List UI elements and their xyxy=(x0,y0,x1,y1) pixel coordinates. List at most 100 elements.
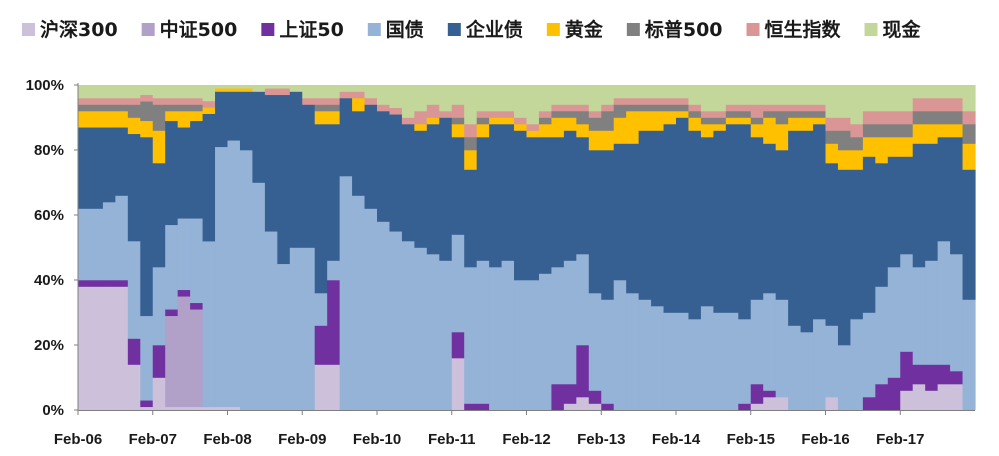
x-tick-label: Feb-09 xyxy=(278,431,326,448)
segment-4-29 xyxy=(439,117,453,261)
segment-8-36 xyxy=(526,85,540,125)
segment-3-18 xyxy=(302,247,316,411)
segment-3-29 xyxy=(439,260,453,411)
segment-2-65 xyxy=(887,377,901,411)
segment-4-11 xyxy=(215,91,229,148)
segment-4-57 xyxy=(788,130,802,326)
segment-7-38 xyxy=(551,104,565,112)
segment-7-60 xyxy=(825,117,839,131)
segment-8-13 xyxy=(239,85,254,89)
segment-5-44 xyxy=(626,111,640,144)
segment-6-6 xyxy=(152,104,166,131)
segment-3-25 xyxy=(389,231,403,411)
segment-3-41 xyxy=(588,293,602,391)
segment-7-23 xyxy=(364,98,378,105)
segment-3-22 xyxy=(352,195,366,411)
segment-8-35 xyxy=(514,85,528,118)
segment-4-63 xyxy=(862,156,876,313)
segment-8-1 xyxy=(90,85,104,99)
segment-2-53 xyxy=(738,403,752,411)
segment-7-16 xyxy=(277,88,291,96)
segment-3-40 xyxy=(576,254,590,346)
segment-6-57 xyxy=(788,111,802,118)
segment-3-5 xyxy=(140,315,154,401)
segment-3-68 xyxy=(925,260,939,365)
segment-8-28 xyxy=(426,85,440,105)
segment-2-0 xyxy=(78,280,92,287)
segment-5-48 xyxy=(676,111,690,118)
segment-4-58 xyxy=(800,130,814,333)
segment-8-25 xyxy=(389,85,403,109)
segment-5-3 xyxy=(115,111,129,128)
segment-8-68 xyxy=(925,85,939,99)
segment-8-55 xyxy=(763,85,777,105)
segment-4-59 xyxy=(813,124,827,320)
segment-7-39 xyxy=(563,104,577,112)
segment-2-40 xyxy=(576,345,590,398)
segment-4-70 xyxy=(950,137,964,255)
segment-4-48 xyxy=(676,117,690,313)
segment-3-28 xyxy=(426,254,440,411)
segment-4-30 xyxy=(451,137,465,235)
segment-6-49 xyxy=(688,111,702,118)
legend-swatch-4 xyxy=(447,23,461,36)
segment-3-23 xyxy=(364,208,378,411)
segment-4-66 xyxy=(900,156,914,255)
segment-0-69 xyxy=(937,384,951,411)
segment-8-58 xyxy=(800,85,814,105)
segment-5-57 xyxy=(788,117,802,131)
segment-0-10 xyxy=(202,406,216,411)
segment-6-63 xyxy=(862,124,876,138)
segment-3-0 xyxy=(78,208,92,281)
segment-8-44 xyxy=(626,85,640,99)
segment-8-43 xyxy=(613,85,627,99)
segment-0-4 xyxy=(127,364,141,411)
segment-6-59 xyxy=(813,111,827,118)
legend-label-0: 沪深300 xyxy=(40,18,118,41)
segment-8-66 xyxy=(900,85,914,112)
segment-8-34 xyxy=(501,85,515,112)
segment-5-66 xyxy=(900,137,914,157)
legend-swatch-2 xyxy=(261,23,275,36)
segment-3-3 xyxy=(115,195,129,281)
segment-8-70 xyxy=(950,85,964,99)
segment-7-46 xyxy=(651,98,665,105)
segment-6-30 xyxy=(451,117,465,125)
segment-4-65 xyxy=(887,156,901,268)
segment-0-55 xyxy=(763,397,777,411)
segment-5-30 xyxy=(451,124,465,138)
segment-8-11 xyxy=(215,85,229,89)
segment-6-9 xyxy=(190,104,204,112)
segment-4-28 xyxy=(426,124,440,255)
segment-7-52 xyxy=(725,104,739,112)
segment-2-42 xyxy=(601,403,615,411)
segment-3-64 xyxy=(875,286,889,385)
segment-4-1 xyxy=(90,127,104,209)
segment-5-12 xyxy=(227,88,241,92)
segment-8-51 xyxy=(713,85,727,112)
segment-2-63 xyxy=(862,397,876,411)
segment-6-60 xyxy=(825,130,839,144)
segment-7-26 xyxy=(401,117,415,125)
segment-2-54 xyxy=(750,384,764,404)
segment-3-52 xyxy=(725,312,739,411)
segment-5-20 xyxy=(327,111,341,125)
segment-0-70 xyxy=(950,384,964,411)
segment-4-53 xyxy=(738,124,752,320)
segment-6-41 xyxy=(588,117,602,131)
segment-4-41 xyxy=(588,150,602,294)
segment-7-43 xyxy=(613,98,627,105)
segment-6-56 xyxy=(775,111,789,125)
segment-0-54 xyxy=(750,403,764,411)
segment-6-42 xyxy=(601,111,615,131)
segment-2-3 xyxy=(115,280,129,287)
segment-7-62 xyxy=(850,124,864,138)
segment-3-14 xyxy=(252,182,266,411)
segment-7-56 xyxy=(775,104,789,112)
segment-6-32 xyxy=(476,117,490,125)
segment-6-8 xyxy=(177,104,191,112)
segment-3-56 xyxy=(775,299,789,398)
segment-8-61 xyxy=(837,85,852,118)
segment-3-50 xyxy=(700,306,714,411)
y-axis: 0% 20% 40% 60% 80% 100% xyxy=(26,77,79,419)
